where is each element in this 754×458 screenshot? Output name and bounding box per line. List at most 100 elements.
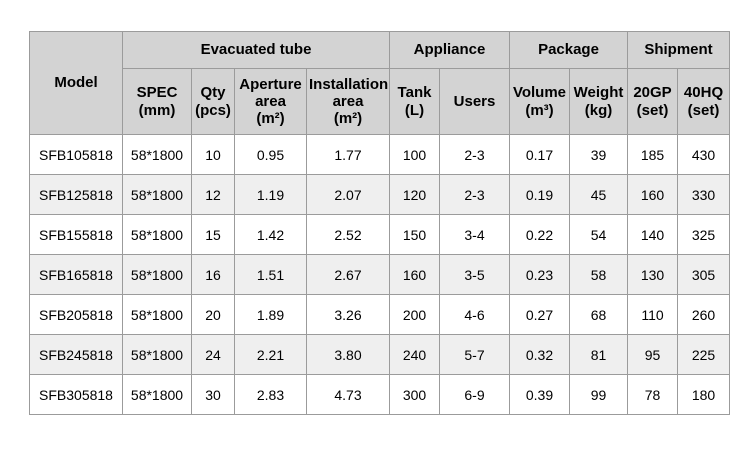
- weight-cell: 68: [568, 294, 629, 335]
- spec-cell: 58*1800: [122, 334, 192, 375]
- model-cell: SFB125818: [29, 174, 123, 215]
- weight-cell: 58: [568, 254, 629, 295]
- qty-cell: 24: [191, 334, 235, 375]
- weight-cell: 45: [568, 174, 629, 215]
- column-header-spec: SPEC (mm): [122, 68, 192, 135]
- 20gp-cell: 130: [627, 254, 679, 295]
- weight-cell: 81: [568, 334, 629, 375]
- weight-cell: 99: [568, 374, 629, 415]
- 40hq-cell: 225: [677, 334, 731, 375]
- volume-cell: 0.23: [509, 254, 570, 295]
- 40hq-cell: 330: [677, 174, 731, 215]
- table-row: SFB305818 58*1800 30 2.83 4.73 300 6-9 0…: [29, 374, 731, 415]
- tank-cell: 240: [389, 334, 440, 375]
- column-header-installation-area: Installation area (m²): [306, 68, 390, 135]
- spec-cell: 58*1800: [122, 174, 192, 215]
- installation-area-cell: 2.07: [306, 174, 390, 215]
- users-cell: 5-7: [439, 334, 510, 375]
- aperture-area-cell: 2.21: [234, 334, 307, 375]
- installation-area-cell: 4.73: [306, 374, 390, 415]
- 20gp-cell: 160: [627, 174, 679, 215]
- tank-cell: 120: [389, 174, 440, 215]
- qty-cell: 30: [191, 374, 235, 415]
- table-row: SFB245818 58*1800 24 2.21 3.80 240 5-7 0…: [29, 334, 731, 375]
- spec-cell: 58*1800: [122, 294, 192, 335]
- header-group-row: Model Evacuated tube Appliance Package S…: [29, 31, 731, 135]
- volume-cell: 0.39: [509, 374, 570, 415]
- spec-cell: 58*1800: [122, 134, 192, 175]
- qty-cell: 20: [191, 294, 235, 335]
- column-header-aperture-area: Aperture area (m²): [234, 68, 307, 135]
- users-cell: 2-3: [439, 174, 510, 215]
- aperture-area-cell: 1.89: [234, 294, 307, 335]
- tank-cell: 300: [389, 374, 440, 415]
- installation-area-cell: 1.77: [306, 134, 390, 175]
- aperture-area-cell: 1.51: [234, 254, 307, 295]
- volume-cell: 0.17: [509, 134, 570, 175]
- installation-area-cell: 2.67: [306, 254, 390, 295]
- model-cell: SFB105818: [29, 134, 123, 175]
- column-header-40hq: 40HQ (set): [677, 68, 731, 135]
- aperture-area-cell: 0.95: [234, 134, 307, 175]
- users-cell: 2-3: [439, 134, 510, 175]
- installation-area-cell: 3.26: [306, 294, 390, 335]
- qty-cell: 12: [191, 174, 235, 215]
- 20gp-cell: 110: [627, 294, 679, 335]
- 20gp-cell: 78: [627, 374, 679, 415]
- group-header-package: Package: [508, 31, 629, 69]
- 40hq-cell: 430: [677, 134, 731, 175]
- column-header-weight: Weight (kg): [568, 68, 629, 135]
- aperture-area-cell: 2.83: [234, 374, 307, 415]
- volume-cell: 0.19: [509, 174, 570, 215]
- aperture-area-cell: 1.19: [234, 174, 307, 215]
- header-sub-row: SPEC (mm) Qty (pcs) Aperture area (m²) I…: [30, 68, 731, 135]
- installation-area-cell: 2.52: [306, 214, 390, 255]
- volume-cell: 0.22: [509, 214, 570, 255]
- 40hq-cell: 260: [677, 294, 731, 335]
- 20gp-cell: 185: [627, 134, 679, 175]
- model-cell: SFB245818: [29, 334, 123, 375]
- column-header-20gp: 20GP (set): [627, 68, 679, 135]
- group-header-appliance: Appliance: [389, 31, 510, 69]
- table-row: SFB205818 58*1800 20 1.89 3.26 200 4-6 0…: [29, 294, 731, 335]
- tank-cell: 150: [389, 214, 440, 255]
- 40hq-cell: 325: [677, 214, 731, 255]
- users-cell: 3-5: [439, 254, 510, 295]
- spec-cell: 58*1800: [122, 374, 192, 415]
- 20gp-cell: 95: [627, 334, 679, 375]
- 20gp-cell: 140: [627, 214, 679, 255]
- column-header-volume: Volume (m³): [509, 68, 570, 135]
- table-row: SFB155818 58*1800 15 1.42 2.52 150 3-4 0…: [29, 214, 731, 255]
- model-cell: SFB305818: [29, 374, 123, 415]
- installation-area-cell: 3.80: [306, 334, 390, 375]
- weight-cell: 54: [568, 214, 629, 255]
- aperture-area-cell: 1.42: [234, 214, 307, 255]
- model-cell: SFB155818: [29, 214, 123, 255]
- qty-cell: 10: [191, 134, 235, 175]
- weight-cell: 39: [568, 134, 629, 175]
- tank-cell: 160: [389, 254, 440, 295]
- product-spec-table: Model Evacuated tube Appliance Package S…: [29, 31, 731, 415]
- volume-cell: 0.27: [509, 294, 570, 335]
- column-header-users: Users: [439, 68, 510, 135]
- tank-cell: 200: [389, 294, 440, 335]
- spec-table-container: Model Evacuated tube Appliance Package S…: [29, 31, 731, 415]
- group-header-evacuated-tube: Evacuated tube: [122, 31, 390, 69]
- column-header-model: Model: [29, 31, 123, 135]
- qty-cell: 16: [191, 254, 235, 295]
- column-header-tank: Tank (L): [389, 68, 440, 135]
- table-row: SFB165818 58*1800 16 1.51 2.67 160 3-5 0…: [29, 254, 731, 295]
- 40hq-cell: 305: [677, 254, 731, 295]
- table-row: SFB125818 58*1800 12 1.19 2.07 120 2-3 0…: [29, 174, 731, 215]
- group-header-shipment: Shipment: [627, 31, 731, 69]
- table-row: SFB105818 58*1800 10 0.95 1.77 100 2-3 0…: [29, 134, 731, 175]
- model-cell: SFB205818: [29, 294, 123, 335]
- users-cell: 3-4: [439, 214, 510, 255]
- tank-cell: 100: [389, 134, 440, 175]
- volume-cell: 0.32: [509, 334, 570, 375]
- spec-cell: 58*1800: [122, 254, 192, 295]
- 40hq-cell: 180: [677, 374, 731, 415]
- model-cell: SFB165818: [29, 254, 123, 295]
- users-cell: 4-6: [439, 294, 510, 335]
- spec-cell: 58*1800: [122, 214, 192, 255]
